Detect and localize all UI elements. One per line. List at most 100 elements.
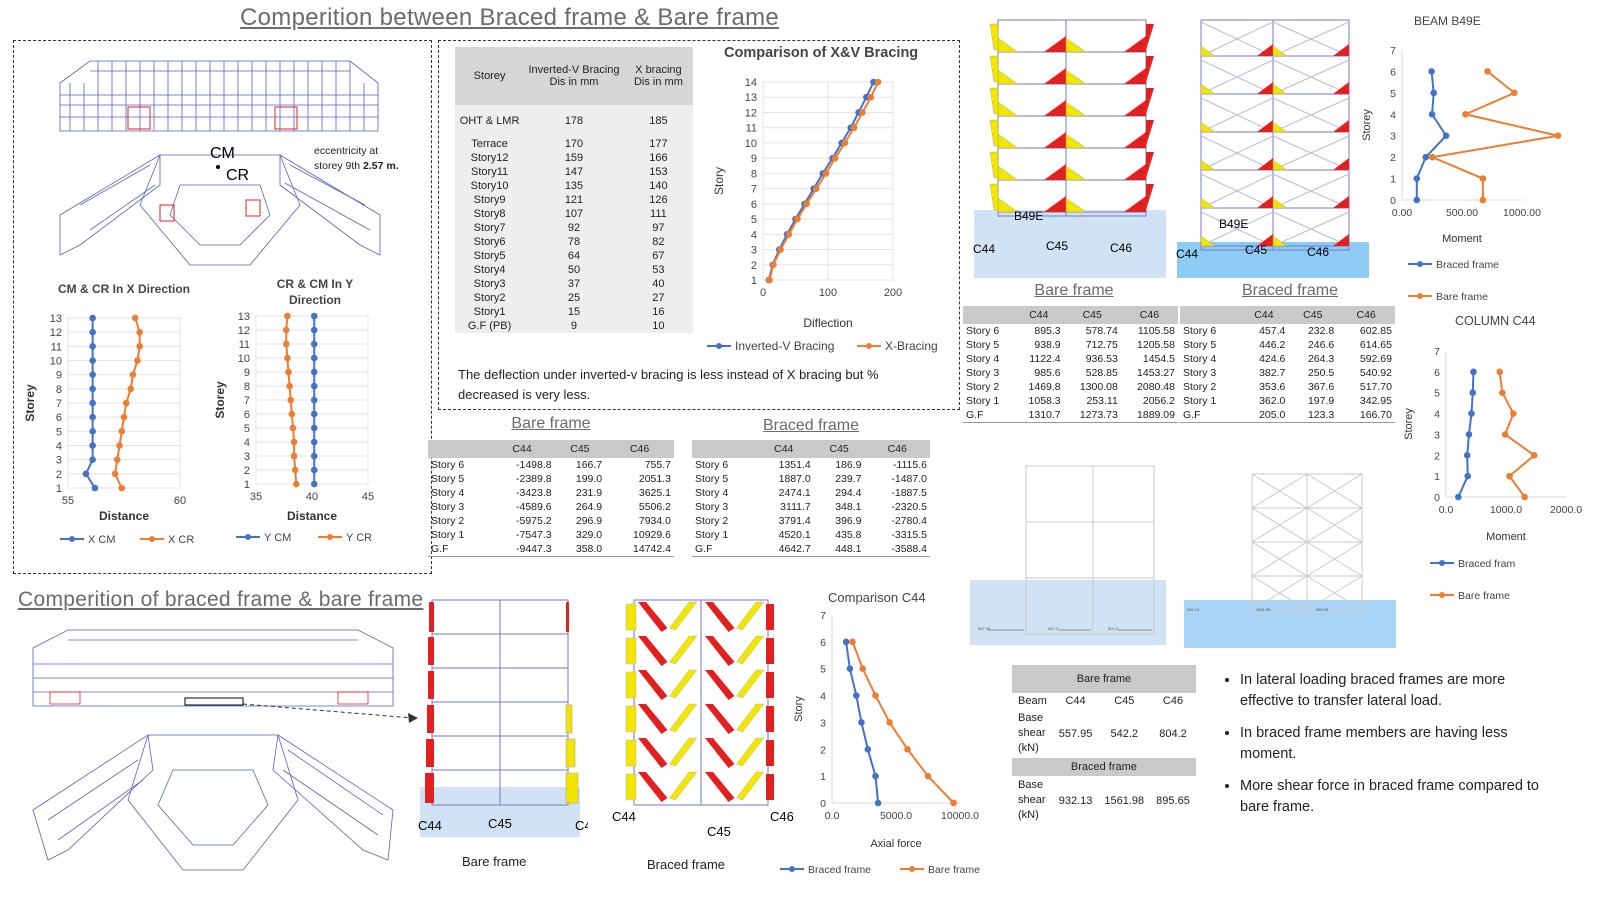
brace-force xyxy=(669,635,698,665)
brace-line xyxy=(1200,97,1274,133)
brace-force xyxy=(736,703,765,733)
moment-shape xyxy=(997,165,1019,181)
data-point xyxy=(853,692,860,699)
y-tick-label: 6 xyxy=(820,637,826,649)
moment-shape xyxy=(1333,82,1349,94)
table-cell: 264.9 xyxy=(575,501,603,513)
table-row: Story 2 1469.8 1300.08 2080.48 xyxy=(963,380,1178,394)
y-tick-label: 12 xyxy=(50,327,62,339)
data-point xyxy=(89,343,96,350)
table-cell: -3423.8 xyxy=(516,487,552,499)
table-cell: 126 xyxy=(623,193,693,207)
y-tick-label: 13 xyxy=(50,313,62,325)
data-point xyxy=(803,200,810,208)
data-point xyxy=(1442,132,1450,140)
column-moment xyxy=(989,183,999,211)
table-header: C46 xyxy=(864,440,930,458)
conclusion-2: In braced frame members are having less … xyxy=(1240,723,1558,765)
moment-shape xyxy=(1124,132,1146,148)
y-tick-label: 7 xyxy=(1390,45,1396,57)
table-cell: Story 6 xyxy=(966,325,1000,337)
axial-braced-table: C44 C45 C46 Story 6 1351.4 186.9 -1115.6 Story … xyxy=(692,440,930,557)
brace-line xyxy=(1272,135,1350,171)
table-cell: 82 xyxy=(623,235,693,249)
table-row: Story3 37 40 xyxy=(455,277,693,291)
table-cell: 348.1 xyxy=(835,501,862,513)
table-cell: 2051.3 xyxy=(638,473,671,485)
table-cell: Story 1 xyxy=(1183,395,1217,407)
table-cell: 107 xyxy=(524,207,624,221)
table-cell: 517.70 xyxy=(1359,381,1392,393)
data-point xyxy=(310,466,318,474)
table-cell: 457.4 xyxy=(1259,325,1286,337)
table-cell: 78 xyxy=(524,235,624,249)
legend-marker xyxy=(327,534,333,540)
table-cell: 1058.3 xyxy=(1028,395,1061,407)
data-point xyxy=(1501,431,1509,438)
table-cell: Story 1 xyxy=(966,395,1000,407)
table-row: Story 1 1058.3 253.11 2056.2 xyxy=(963,394,1178,408)
table-row: Story 3 -4589.6 264.9 5506.2 xyxy=(428,500,674,514)
conclusion-3: More shear force in braced frame compare… xyxy=(1240,776,1558,818)
brace-force xyxy=(705,670,735,700)
moment-shape xyxy=(997,101,1019,117)
bs-bare-c46: 804.2 xyxy=(1159,727,1187,740)
x-tick-label: 40 xyxy=(306,491,318,503)
y-tick-label: 7 xyxy=(1434,346,1440,358)
data-point xyxy=(904,745,911,753)
table-cell: 4642.7 xyxy=(753,542,814,557)
table-cell: 424.6 xyxy=(1259,353,1286,365)
column-moment xyxy=(1146,24,1154,50)
cr-label: CR xyxy=(226,167,249,184)
data-point xyxy=(118,484,126,492)
moment-shape xyxy=(1065,69,1087,85)
table-row: Story6 78 82 xyxy=(455,235,693,249)
brace-force xyxy=(638,738,668,768)
moment-shape xyxy=(1333,158,1349,170)
base-shear-table: Bare frame Beam C44 C45 C46 Base shear (… xyxy=(1012,665,1196,825)
table-cell: Story 6 xyxy=(431,459,465,471)
table-cell: -3315.5 xyxy=(891,529,927,541)
y-tick-label: 6 xyxy=(56,412,62,424)
table-row: Story11 147 153 xyxy=(455,165,693,179)
y-axis-label: Story xyxy=(793,696,805,722)
axial-bare-title: Bare frame xyxy=(511,415,591,432)
table-cell: 64 xyxy=(524,249,624,263)
brace-force xyxy=(705,772,735,802)
moment-shape xyxy=(1200,197,1216,209)
table-cell: G.F xyxy=(963,408,1015,423)
data-point xyxy=(1479,175,1487,182)
table-cell: 1454.5 xyxy=(1142,353,1175,365)
brace-force xyxy=(669,601,698,631)
y-tick-label: 9 xyxy=(56,370,62,382)
x-axis-label: Axial force xyxy=(870,838,921,850)
x-tick-label: 5000.0 xyxy=(880,810,912,822)
data-point xyxy=(1462,110,1469,118)
brace-force xyxy=(736,601,765,631)
data-point xyxy=(310,438,318,446)
y-tick-label: 7 xyxy=(56,398,62,410)
data-point xyxy=(1479,196,1487,204)
bare-shear-c45: 542.2 xyxy=(1048,626,1059,631)
data-point xyxy=(1510,410,1517,417)
moment-braced-table: C44 C45 C46 Story 6 457.4 232.8 602.85 Story 5 4… xyxy=(1180,306,1395,423)
y-axis-label: Storey xyxy=(213,381,227,419)
column-moment xyxy=(989,23,999,51)
table-cell: Story 3 xyxy=(966,367,1000,379)
table-row: G.F 1310.7 1273.73 1889.09 xyxy=(963,408,1178,423)
table-row: Story 2 3791.4 396.9 -2780.4 xyxy=(692,514,930,528)
table-cell: G.F xyxy=(1180,408,1240,423)
table-cell: 166.70 xyxy=(1337,408,1395,423)
table-cell: Story 4 xyxy=(1183,353,1217,365)
y-tick-label: 8 xyxy=(56,384,62,396)
braced-shear-c45: 1561.98 xyxy=(1256,607,1271,612)
data-point xyxy=(129,371,137,378)
table-cell: 170 xyxy=(524,137,624,151)
y-tick-label: 6 xyxy=(1390,66,1396,78)
table-cell: 1469.8 xyxy=(1028,381,1061,393)
y-tick-label: 11 xyxy=(51,341,62,353)
table-row: Story2 25 27 xyxy=(455,291,693,305)
data-point xyxy=(1413,196,1421,204)
column-force xyxy=(625,603,637,631)
